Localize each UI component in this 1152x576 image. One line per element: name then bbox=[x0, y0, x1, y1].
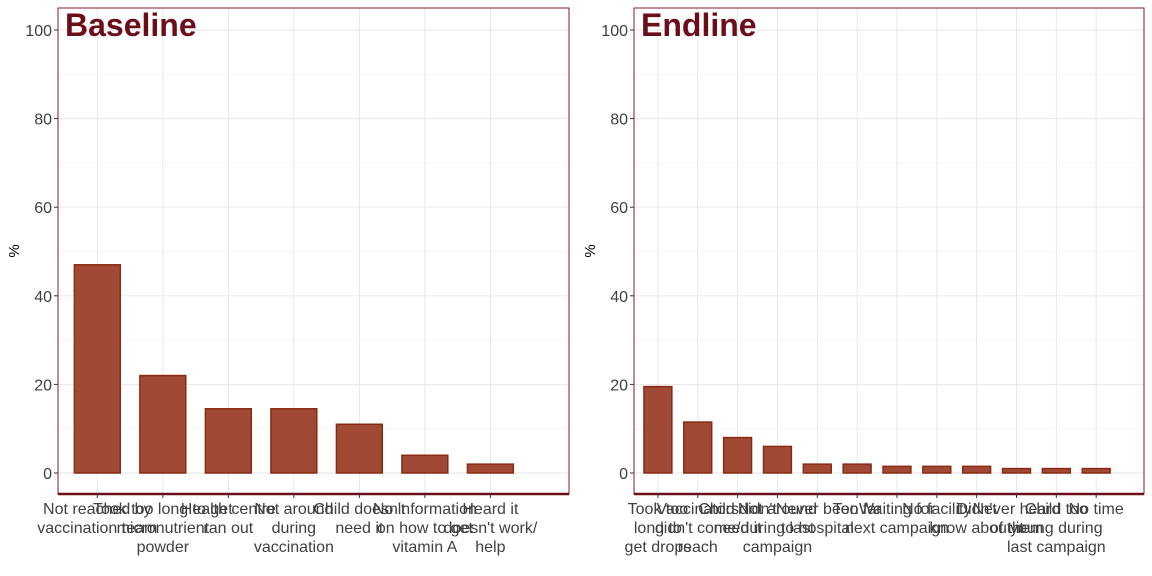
x-tick-label: No information on how to get vitamin A bbox=[373, 501, 477, 556]
y-tick-label: 80 bbox=[610, 112, 628, 129]
bar bbox=[882, 465, 912, 474]
y-tick-label: 20 bbox=[34, 377, 52, 394]
y-axis-label: % bbox=[6, 244, 23, 257]
chart-panel-baseline: 0 20 40 60 80 100 Not reached by vaccination te… bbox=[6, 7, 570, 556]
y-tick-label: 20 bbox=[610, 377, 628, 394]
x-tick-label: Not around during last campaign bbox=[738, 501, 817, 556]
bar bbox=[922, 465, 952, 474]
panel-border bbox=[633, 7, 1145, 495]
x-tick-label: Child doesn't need it bbox=[313, 501, 406, 537]
bar bbox=[335, 423, 384, 474]
x-tick-label: Child too young during last campaign bbox=[1007, 501, 1106, 556]
x-tick-label: No facility bbox=[902, 501, 971, 518]
bar bbox=[466, 463, 515, 474]
y-tick-label: 0 bbox=[43, 466, 52, 483]
x-tick-label: Child didn't need it bbox=[698, 501, 777, 537]
y-tick-label: 100 bbox=[601, 23, 628, 40]
chart-panel-endline: 0 20 40 60 80 100 Took too long to get dropsVacc… bbox=[582, 7, 1145, 556]
bar bbox=[1081, 467, 1111, 474]
y-tick-label: 60 bbox=[610, 200, 628, 217]
x-tick-label: Too far bbox=[833, 501, 883, 518]
x-tick-label: Took too long to get drops bbox=[625, 501, 692, 556]
bar bbox=[139, 374, 187, 474]
y-tick-label: 100 bbox=[25, 23, 52, 40]
x-tick-label: Health centre ran out bbox=[181, 501, 276, 537]
x-tick-label: Waiting for next campaign bbox=[845, 501, 949, 537]
y-tick-label: 0 bbox=[619, 466, 628, 483]
bar bbox=[762, 445, 793, 474]
bar bbox=[401, 454, 449, 474]
bar bbox=[1001, 467, 1032, 474]
x-tick-label: Vaccinators didn't come/reach bbox=[655, 501, 741, 556]
bar bbox=[270, 408, 318, 474]
panel-title: Baseline bbox=[65, 7, 197, 43]
bar bbox=[961, 465, 992, 474]
bar bbox=[643, 385, 673, 474]
bar bbox=[204, 408, 253, 474]
y-tick-label: 80 bbox=[34, 112, 52, 129]
bar bbox=[722, 436, 753, 474]
bar bbox=[683, 421, 713, 474]
panel-title: Endline bbox=[641, 7, 757, 43]
y-axis-label: % bbox=[582, 244, 599, 257]
y-tick-label: 40 bbox=[34, 289, 52, 306]
bar bbox=[802, 463, 832, 474]
x-tick-label: Not reached by vaccination team bbox=[37, 501, 157, 537]
x-tick-label: Not around during vaccination bbox=[254, 501, 334, 556]
bar bbox=[73, 264, 121, 474]
x-tick-label: Never been to hospital bbox=[776, 501, 859, 537]
x-tick-label: Didn't know about it bbox=[930, 501, 1025, 537]
bar bbox=[842, 463, 872, 474]
x-tick-label: Took too long to get micronutrient powder bbox=[93, 501, 233, 556]
x-tick-label: No time bbox=[1069, 501, 1124, 518]
bar bbox=[1041, 467, 1072, 474]
x-tick-label: Heard it doesn't work/help bbox=[444, 501, 538, 556]
y-tick-label: 60 bbox=[34, 200, 52, 217]
x-tick-label: Never heard of them bbox=[972, 501, 1060, 537]
y-tick-label: 40 bbox=[610, 289, 628, 306]
